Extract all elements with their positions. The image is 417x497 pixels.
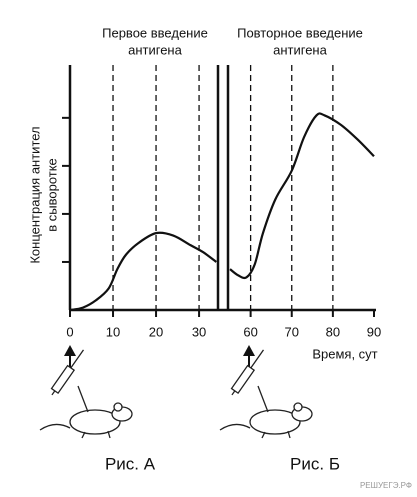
x-tick-label: 60 [243, 324, 257, 339]
annotation: антигена [128, 42, 182, 57]
y-axis-label: Концентрация антител [27, 126, 42, 263]
x-tick-label: 80 [326, 324, 340, 339]
x-axis-label: Время, сут [312, 346, 377, 361]
caption: Рис. А [105, 454, 156, 473]
x-tick-label: 10 [106, 324, 120, 339]
annotation: антигена [273, 42, 327, 57]
arrows [64, 345, 255, 373]
curve [69, 112, 375, 312]
x-tick-label: 20 [149, 324, 163, 339]
axes [68, 65, 376, 312]
caption: Рис. Б [290, 454, 340, 473]
x-tick-label: 90 [367, 324, 381, 339]
annotation: Первое введение [102, 25, 208, 40]
mouse-illustration [39, 349, 313, 439]
x-tick-label: 30 [192, 324, 206, 339]
x-tick-label: 70 [285, 324, 299, 339]
annotation: Повторное введение [237, 25, 363, 40]
y-axis-label: в сыворотке [44, 158, 59, 232]
watermark: РЕШУЕГЭ.РФ [360, 481, 412, 490]
x-tick-label: 0 [66, 324, 73, 339]
